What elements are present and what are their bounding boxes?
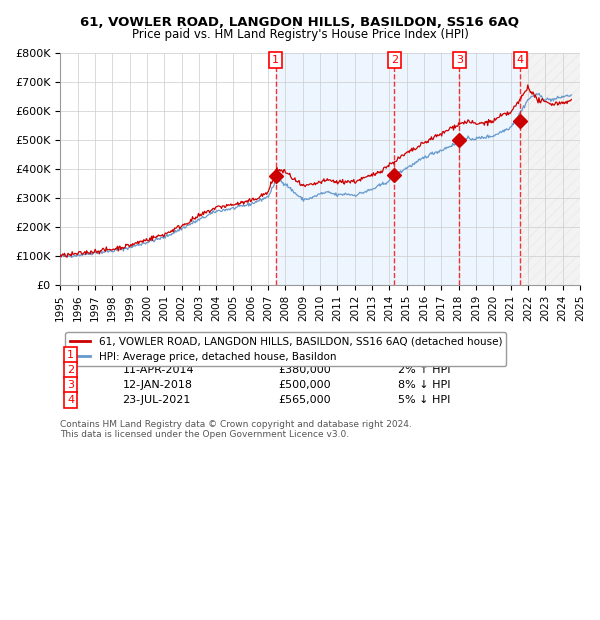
Text: Contains HM Land Registry data © Crown copyright and database right 2024.: Contains HM Land Registry data © Crown c… bbox=[60, 420, 412, 429]
Text: 4: 4 bbox=[517, 55, 524, 65]
Text: 1: 1 bbox=[67, 350, 74, 360]
Text: 2: 2 bbox=[67, 365, 74, 375]
Text: 23-JUL-2021: 23-JUL-2021 bbox=[122, 395, 191, 405]
Text: 1: 1 bbox=[272, 55, 279, 65]
Legend: 61, VOWLER ROAD, LANGDON HILLS, BASILDON, SS16 6AQ (detached house), HPI: Averag: 61, VOWLER ROAD, LANGDON HILLS, BASILDON… bbox=[65, 332, 506, 366]
Text: 2: 2 bbox=[391, 55, 398, 65]
Text: Price paid vs. HM Land Registry's House Price Index (HPI): Price paid vs. HM Land Registry's House … bbox=[131, 28, 469, 41]
Text: £500,000: £500,000 bbox=[278, 380, 331, 390]
Bar bbox=[520, 53, 580, 285]
Text: £565,000: £565,000 bbox=[278, 395, 331, 405]
Text: This data is licensed under the Open Government Licence v3.0.: This data is licensed under the Open Gov… bbox=[60, 430, 349, 440]
Text: £375,000: £375,000 bbox=[278, 350, 331, 360]
Text: 4: 4 bbox=[67, 395, 74, 405]
Text: 12-JAN-2018: 12-JAN-2018 bbox=[122, 380, 193, 390]
Text: 3: 3 bbox=[67, 380, 74, 390]
Text: £380,000: £380,000 bbox=[278, 365, 331, 375]
Text: 11-APR-2014: 11-APR-2014 bbox=[122, 365, 194, 375]
Text: 3: 3 bbox=[456, 55, 463, 65]
Bar bbox=[276, 53, 520, 285]
Text: 13% ↑ HPI: 13% ↑ HPI bbox=[398, 350, 457, 360]
Text: 61, VOWLER ROAD, LANGDON HILLS, BASILDON, SS16 6AQ: 61, VOWLER ROAD, LANGDON HILLS, BASILDON… bbox=[80, 16, 520, 29]
Text: 8% ↓ HPI: 8% ↓ HPI bbox=[398, 380, 451, 390]
Text: 2% ↑ HPI: 2% ↑ HPI bbox=[398, 365, 451, 375]
Text: 5% ↓ HPI: 5% ↓ HPI bbox=[398, 395, 451, 405]
Text: 08-JUN-2007: 08-JUN-2007 bbox=[122, 350, 193, 360]
